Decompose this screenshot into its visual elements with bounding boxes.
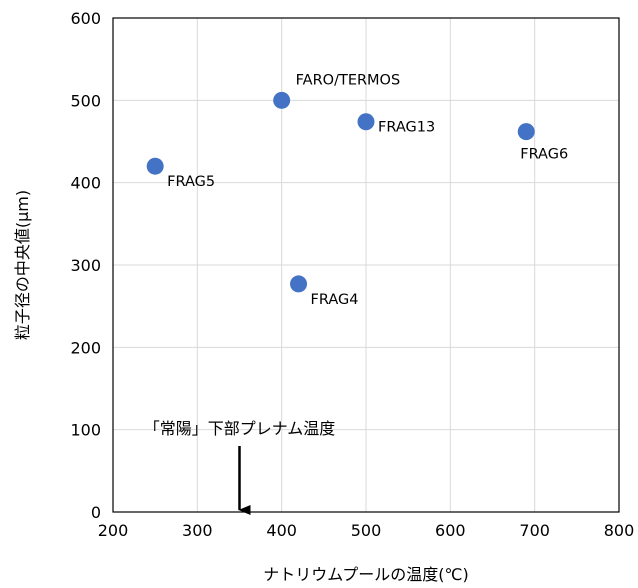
scatter-point	[146, 157, 164, 175]
x-tick-label: 400	[266, 521, 297, 540]
scatter-point	[517, 123, 535, 141]
y-tick-label: 400	[70, 174, 101, 193]
point-label: FRAG4	[311, 292, 359, 308]
scatter-point	[273, 91, 291, 109]
x-tick-label: 600	[435, 521, 466, 540]
plot-area-border	[112, 17, 620, 513]
x-axis-title: ナトリウムプールの温度(℃)	[263, 565, 469, 584]
x-tick-label: 800	[604, 521, 635, 540]
point-label: FRAG6	[520, 147, 568, 163]
y-tick-label: 0	[91, 503, 101, 522]
annotation: 「常陽」下部プレナム温度	[144, 419, 336, 515]
point-label: FRAG5	[167, 174, 215, 190]
y-tick-label: 100	[70, 421, 101, 440]
point-label: FRAG13	[378, 120, 435, 136]
y-tick-label: 300	[70, 256, 101, 275]
y-tick-label: 200	[70, 338, 101, 357]
x-tick-label: 500	[351, 521, 382, 540]
y-axis-title: 粒子径の中央値(μm)	[13, 190, 32, 340]
y-tick-label: 600	[70, 9, 101, 28]
annotation-label: 「常陽」下部プレナム温度	[144, 419, 336, 438]
y-tick-label: 500	[70, 91, 101, 110]
scatter-point	[290, 275, 308, 293]
x-tick-label: 200	[98, 521, 129, 540]
x-tick-label: 300	[182, 521, 213, 540]
scatter-point	[357, 113, 375, 131]
tick-labels: 200 300 400 500 600 700 800 0 100 200 300 400 500 600	[70, 9, 634, 540]
x-tick-label: 700	[519, 521, 550, 540]
data-points: FRAG5 FARO/TERMOS FRAG4 FRAG13 FRAG6	[146, 72, 568, 308]
point-label: FARO/TERMOS	[296, 72, 401, 88]
